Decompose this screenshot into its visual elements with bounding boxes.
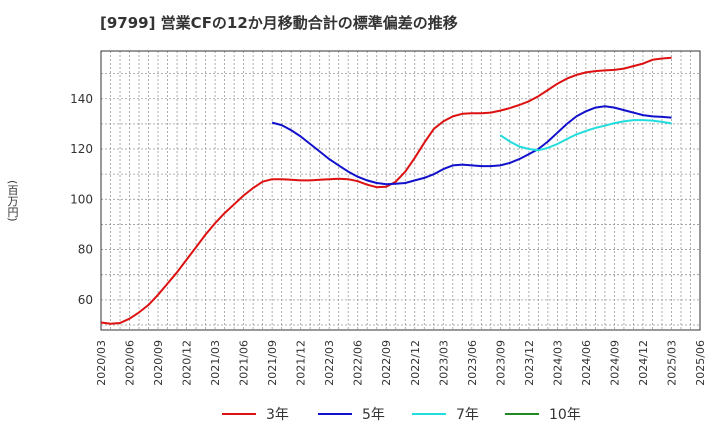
x-tick-label: 2022/09 [380,340,393,386]
x-tick-label: 2021/12 [295,340,308,386]
legend-label: 3年 [266,407,289,423]
y-tick-label: 80 [78,243,93,257]
x-tick-label: 2023/12 [523,340,536,386]
legend-swatch [505,413,539,415]
legend-item: 7年 [412,402,479,426]
y-tick-label: 120 [70,142,93,156]
legend-label: 5年 [362,407,385,423]
x-tick-label: 2022/03 [323,340,336,386]
plot-frame [100,50,701,331]
legend-swatch [318,413,352,415]
x-tick-label: 2020/12 [181,340,194,386]
x-tick-label: 2020/06 [124,340,137,386]
y-tick-labels: 60 80 100 120 140 [70,92,93,307]
legend-item: 10年 [505,402,581,426]
y-axis-label: (百万円) [6,180,19,222]
x-tick-label: 2024/12 [637,340,650,386]
legend-item: 3年 [222,402,289,426]
chart-title: [9799] 営業CFの12か月移動合計の標準偏差の推移 [100,14,458,32]
y-tick-label: 60 [78,293,93,307]
horizontal-grid-lines [101,73,700,326]
legend-swatch [222,413,256,415]
x-tick-label: 2021/03 [209,340,222,386]
series-line-7年 [499,119,672,152]
legend-label: 10年 [549,407,581,423]
x-tick-label: 2022/06 [352,340,365,386]
y-tick-label: 140 [70,92,93,106]
x-tick-label: 2020/09 [152,340,165,386]
series-line-3年 [100,56,672,325]
x-tick-label: 2021/06 [238,340,251,386]
legend-swatch [412,413,446,415]
x-tick-label: 2024/03 [551,340,564,386]
x-tick-label: 2022/12 [409,340,422,386]
legend: 3年 5年 7年 10年 [0,402,720,426]
x-tick-label: 2020/03 [95,340,108,386]
legend-label: 7年 [456,407,479,423]
x-tick-labels: 2020/03 2020/06 2020/09 2020/12 2021/03 2021/… [95,340,707,386]
x-tick-label: 2023/06 [466,340,479,386]
legend-item: 5年 [318,402,385,426]
vertical-grid-lines [110,51,691,330]
x-tick-label: 2025/06 [694,340,707,386]
y-tick-label: 100 [70,192,93,206]
x-tick-label: 2024/09 [608,340,621,386]
series-layer [100,56,672,325]
x-tick-label: 2024/06 [580,340,593,386]
x-tick-label: 2025/03 [665,340,678,386]
x-tick-label: 2021/09 [266,340,279,386]
x-tick-label: 2023/09 [494,340,507,386]
series-line-5年 [271,105,672,186]
x-tick-label: 2023/03 [437,340,450,386]
